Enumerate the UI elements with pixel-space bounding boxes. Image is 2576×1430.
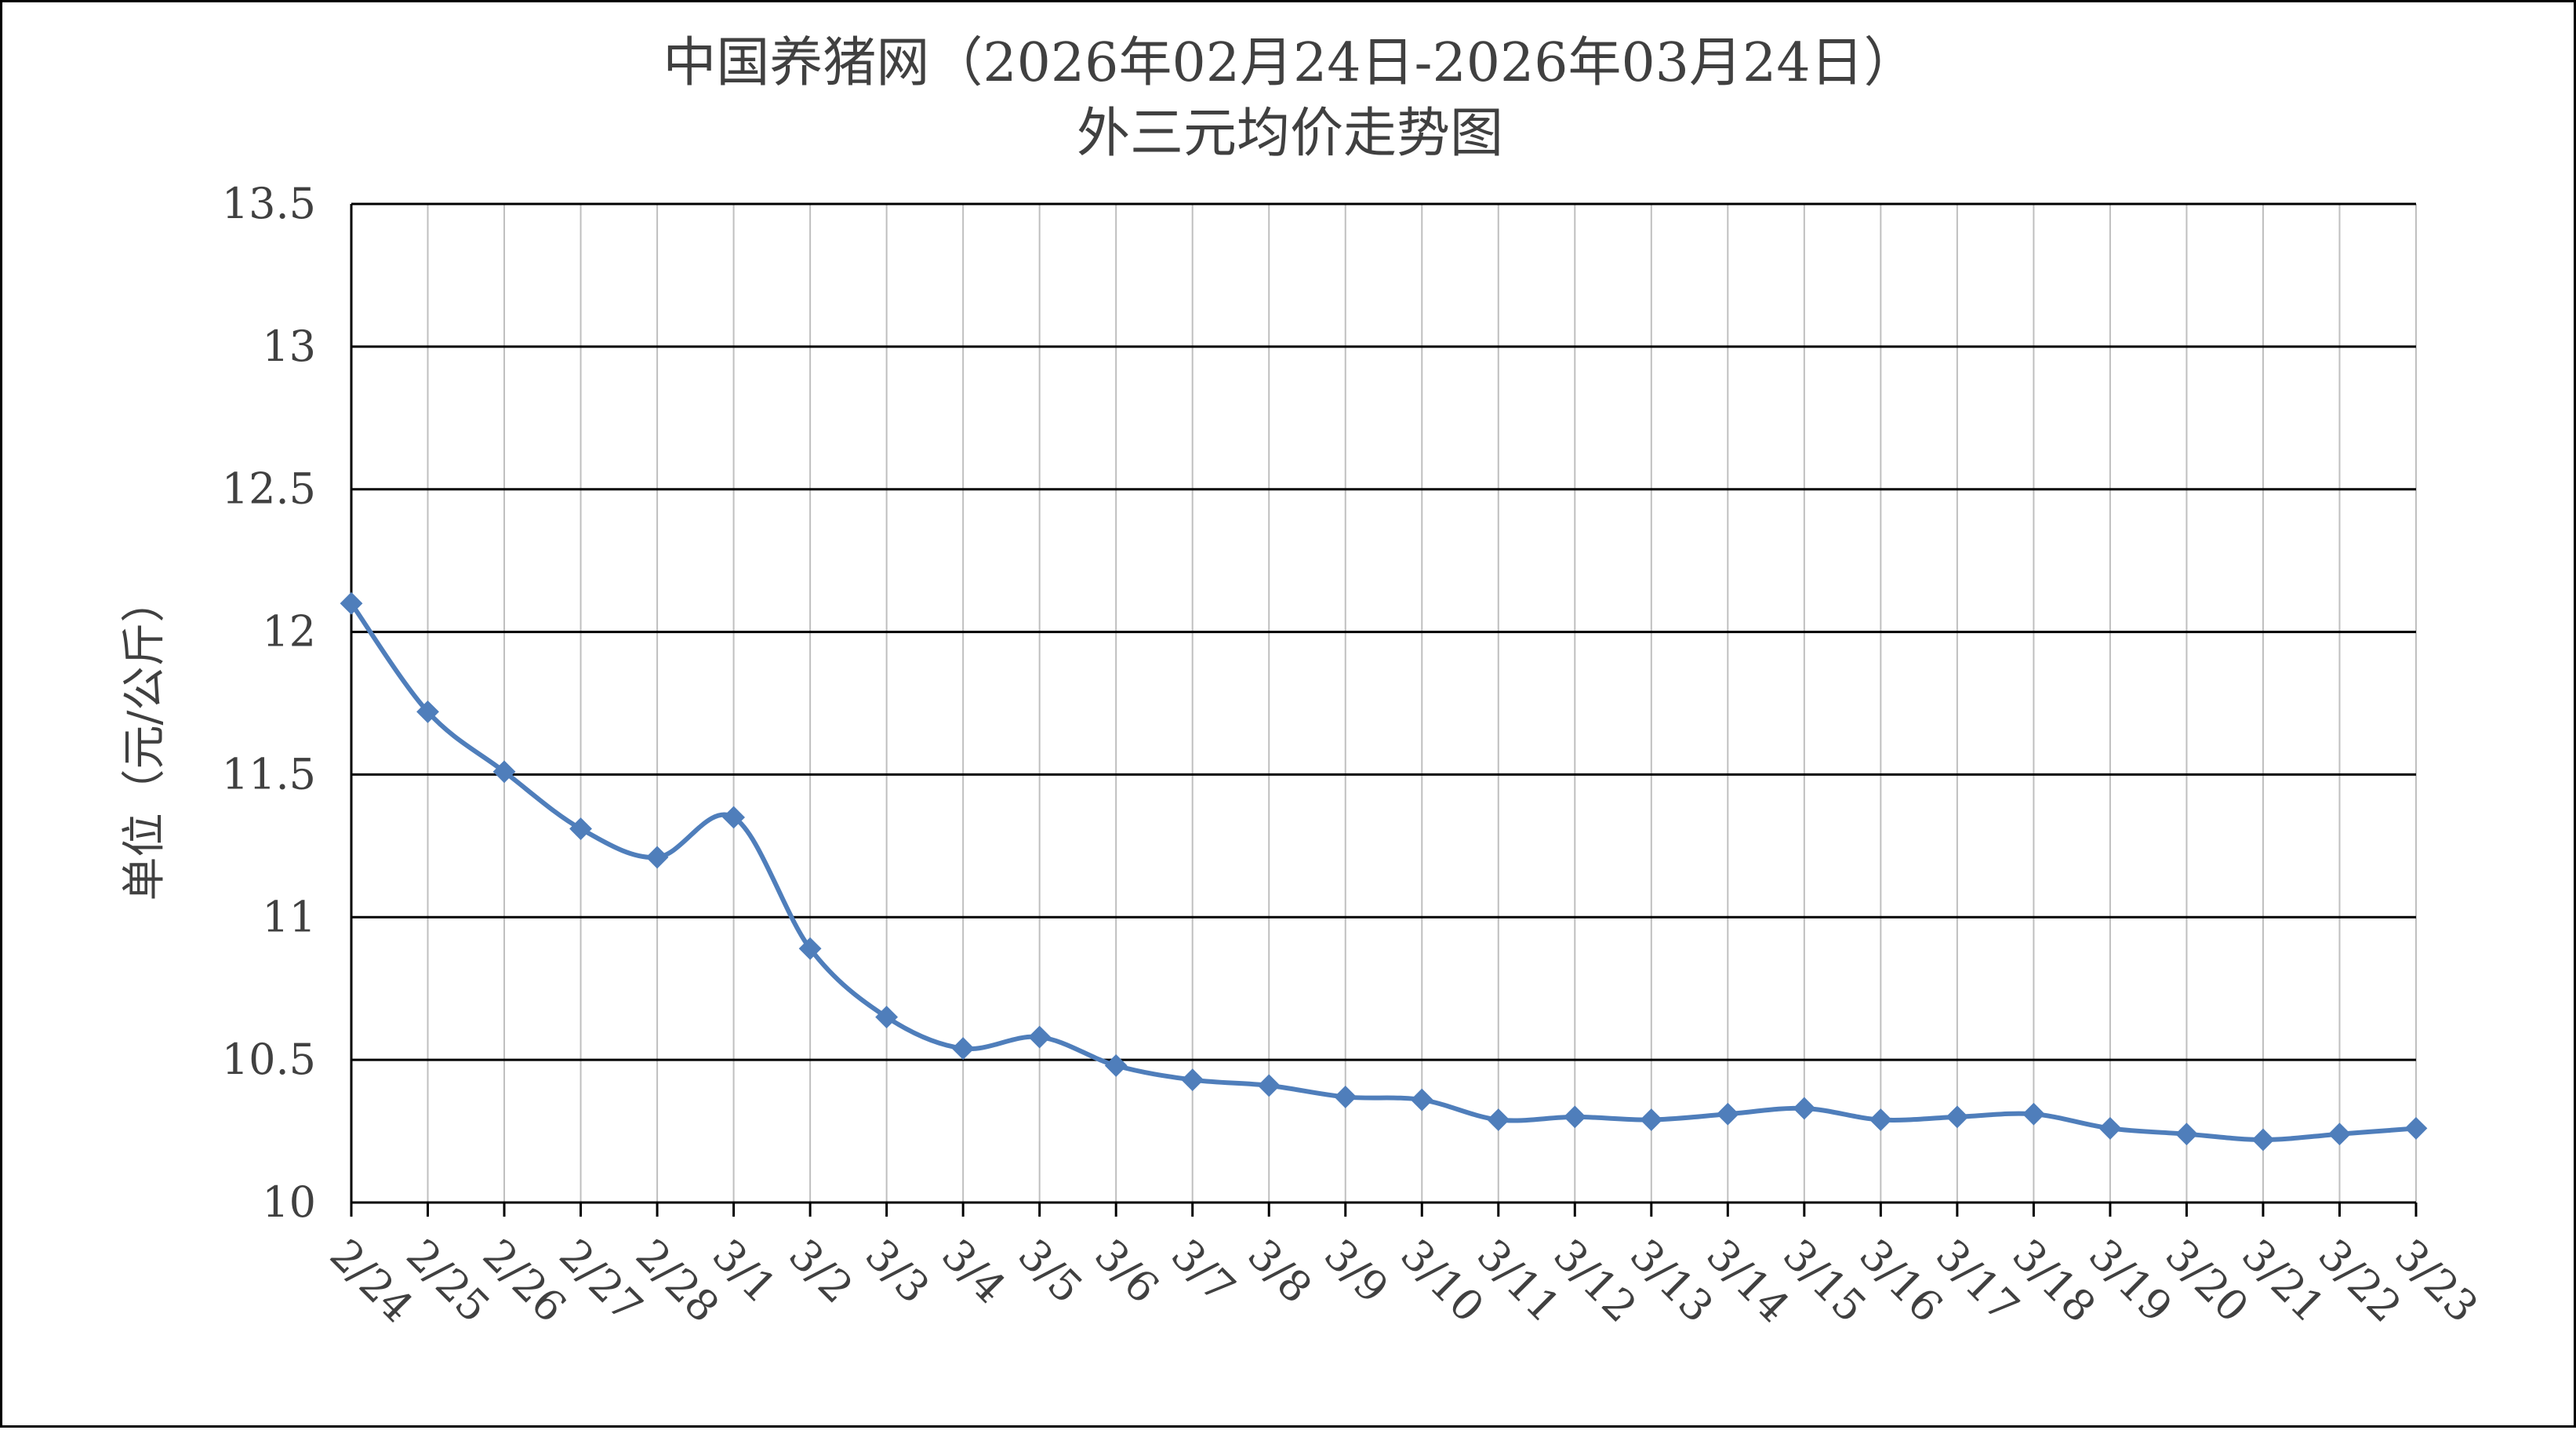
data-point bbox=[416, 700, 439, 723]
x-tick-label: 3/10 bbox=[1391, 1230, 1493, 1332]
x-tick-label: 2/26 bbox=[474, 1230, 576, 1332]
x-tick-label: 3/9 bbox=[1315, 1230, 1398, 1313]
x-tick-label: 3/19 bbox=[2080, 1230, 2182, 1332]
data-point bbox=[2098, 1117, 2122, 1140]
y-tick-label: 13 bbox=[262, 322, 316, 371]
data-point bbox=[2328, 1123, 2351, 1146]
x-tick-label: 3/15 bbox=[1774, 1230, 1876, 1332]
data-point bbox=[1793, 1097, 1816, 1120]
data-point bbox=[1487, 1108, 1510, 1131]
data-point bbox=[1334, 1086, 1357, 1108]
data-point bbox=[492, 760, 516, 784]
x-tick-label: 3/11 bbox=[1468, 1230, 1570, 1332]
chart-title: 中国养猪网（2026年02月24日-2026年03月24日） bbox=[663, 32, 1917, 94]
gridlines bbox=[351, 202, 2417, 1203]
x-tick-label: 2/28 bbox=[627, 1230, 728, 1332]
x-tick-label: 3/16 bbox=[1850, 1230, 1952, 1332]
tick-labels: 10 10.5 11 11.5 12 12.5 13 13.5 2/242/252/262/27… bbox=[222, 179, 2487, 1332]
data-point bbox=[875, 1006, 899, 1028]
x-tick-label: 3/2 bbox=[779, 1230, 863, 1313]
x-tick-label: 3/17 bbox=[1927, 1230, 2029, 1332]
data-point bbox=[722, 806, 746, 829]
x-tick-label: 3/14 bbox=[1697, 1230, 1799, 1332]
y-tick-label: 12.5 bbox=[222, 464, 316, 514]
y-tick-label: 10.5 bbox=[222, 1035, 316, 1084]
x-tick-label: 3/21 bbox=[2233, 1230, 2334, 1332]
data-point bbox=[645, 846, 669, 869]
data-point bbox=[1257, 1074, 1281, 1097]
data-point bbox=[569, 817, 592, 840]
y-tick-label: 13.5 bbox=[222, 179, 316, 228]
data-point bbox=[1946, 1105, 1969, 1129]
data-point bbox=[1640, 1108, 1663, 1131]
x-tick-label: 3/12 bbox=[1544, 1230, 1646, 1332]
data-point bbox=[1410, 1088, 1433, 1112]
data-point bbox=[2404, 1117, 2428, 1140]
x-tick-label: 2/24 bbox=[321, 1230, 423, 1332]
data-point bbox=[1028, 1025, 1052, 1049]
data-point bbox=[1716, 1102, 1739, 1126]
series-avg-price bbox=[340, 591, 2428, 1152]
data-point bbox=[1563, 1105, 1586, 1129]
data-point bbox=[1104, 1054, 1128, 1077]
x-tick-label: 3/7 bbox=[1162, 1230, 1245, 1313]
data-point bbox=[2251, 1128, 2275, 1152]
x-tick-label: 3/5 bbox=[1008, 1230, 1092, 1313]
chart-subtitle: 外三元均价走势图 bbox=[1077, 103, 1503, 165]
y-tick-label: 12 bbox=[262, 607, 316, 657]
x-tick-label: 3/4 bbox=[932, 1230, 1016, 1313]
data-point bbox=[340, 591, 363, 615]
y-tick-label: 11.5 bbox=[222, 749, 316, 799]
x-tick-label: 3/6 bbox=[1085, 1230, 1168, 1313]
x-tick-label: 3/3 bbox=[856, 1230, 939, 1313]
x-tick-label: 2/27 bbox=[550, 1230, 652, 1332]
data-point bbox=[798, 937, 822, 960]
y-axis-label: 单位（元/公斤） bbox=[119, 579, 170, 901]
data-point bbox=[2022, 1102, 2045, 1126]
data-point bbox=[2175, 1123, 2198, 1146]
x-tick-label: 3/18 bbox=[2003, 1230, 2105, 1332]
data-point bbox=[951, 1037, 975, 1061]
axes bbox=[350, 204, 2418, 1217]
data-point bbox=[1181, 1068, 1204, 1092]
y-tick-label: 10 bbox=[262, 1177, 316, 1227]
x-tick-label: 3/8 bbox=[1238, 1230, 1321, 1313]
x-tick-label: 3/22 bbox=[2309, 1230, 2411, 1332]
x-tick-label: 3/20 bbox=[2156, 1230, 2258, 1332]
x-tick-label: 3/23 bbox=[2385, 1230, 2487, 1332]
y-tick-label: 11 bbox=[262, 892, 316, 941]
x-tick-label: 3/13 bbox=[1621, 1230, 1723, 1332]
x-tick-label: 2/25 bbox=[397, 1230, 499, 1332]
data-point bbox=[1869, 1108, 1892, 1131]
